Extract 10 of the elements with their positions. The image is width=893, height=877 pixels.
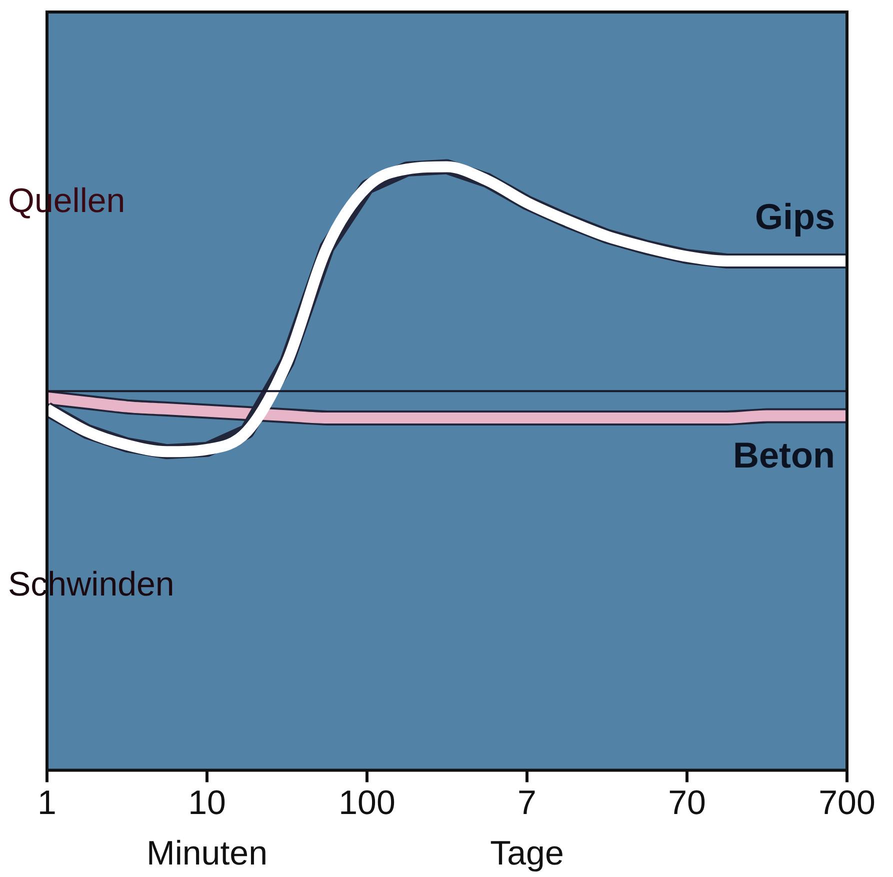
x-tick-label: 700 [818, 784, 876, 822]
text: Tage [490, 834, 564, 872]
x-tick-label: 70 [668, 784, 706, 822]
text: Minuten [146, 834, 268, 872]
series-label: Gips [754, 196, 835, 237]
x-tick-label: 7 [518, 784, 536, 822]
x-tick-label: 100 [338, 784, 396, 822]
x-tick-label: 10 [188, 784, 226, 822]
series-label: Beton [733, 434, 835, 476]
x-tick-label: 1 [38, 784, 56, 822]
